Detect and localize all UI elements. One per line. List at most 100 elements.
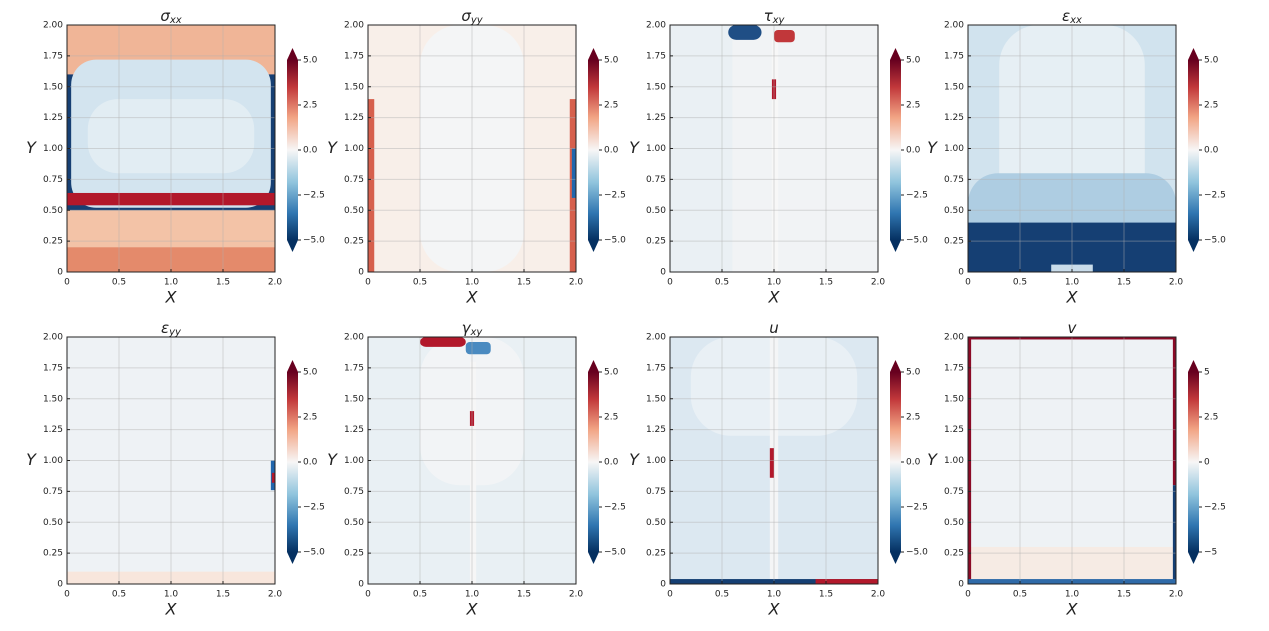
colorbar — [588, 60, 599, 240]
panel-title: σxx — [160, 7, 181, 27]
colorbar-extend — [1188, 240, 1199, 252]
x-tick-label: 0 — [667, 278, 673, 288]
y-tick-label: 0 — [958, 580, 964, 590]
y-tick-label: 1.75 — [344, 51, 364, 61]
colorbar-tick-label: −5.0 — [906, 548, 928, 558]
x-axis-label: X — [768, 600, 781, 619]
y-tick-label: 1.00 — [43, 144, 63, 154]
colorbar-extend — [588, 360, 599, 372]
contour-region — [1051, 264, 1093, 272]
colorbar-tick-label: 2.5 — [906, 413, 920, 423]
x-tick-label: 0 — [965, 590, 971, 600]
title-symbol: u — [769, 319, 779, 337]
colorbar-tick-label: 0.0 — [906, 458, 921, 468]
colorbar-extend — [588, 48, 599, 60]
contour-region — [271, 472, 275, 483]
contour-region — [815, 579, 878, 584]
colorbar-tick-label: −2.5 — [1204, 503, 1226, 513]
y-tick-label: 1.50 — [944, 82, 964, 92]
colorbar-tick-label: −2.5 — [906, 503, 928, 513]
colorbar — [1188, 372, 1199, 552]
y-tick-label: 1.25 — [646, 113, 666, 123]
contour-region — [769, 448, 774, 478]
y-tick-label: 2.00 — [344, 21, 364, 31]
y-tick-label: 0.75 — [43, 487, 63, 497]
y-tick-label: 1.75 — [646, 51, 666, 61]
y-tick-label: 1.00 — [944, 456, 964, 466]
y-axis-label: Y — [629, 450, 640, 469]
contour-region — [67, 337, 275, 584]
y-tick-label: 1.75 — [43, 363, 63, 373]
y-tick-label: 0 — [358, 268, 364, 278]
y-tick-label: 0.50 — [646, 206, 666, 216]
title-symbol: v — [1068, 319, 1078, 337]
plot-frame — [367, 24, 577, 273]
colorbar-tick-label: 0.0 — [1204, 146, 1219, 156]
y-axis-label: Y — [26, 450, 37, 469]
plot-frame — [66, 336, 276, 585]
y-tick-label: 0 — [660, 268, 666, 278]
x-tick-label: 0.5 — [112, 278, 126, 288]
x-tick-label: 1.0 — [465, 278, 480, 288]
colorbar-tick-label: 2.5 — [1204, 101, 1218, 111]
x-tick-label: 1.5 — [1117, 590, 1131, 600]
y-tick-label: 0.50 — [43, 518, 63, 528]
y-tick-label: 1.50 — [344, 394, 364, 404]
colorbar-tick-label: −5.0 — [604, 236, 626, 246]
colorbar — [287, 60, 298, 240]
colorbar-tick-label: 0.0 — [604, 458, 619, 468]
x-axis-label: X — [165, 600, 178, 619]
panel-title: εyy — [161, 319, 182, 339]
colorbar-tick-label: 2.5 — [303, 101, 317, 111]
colorbar-tick-label: 0.0 — [303, 146, 318, 156]
colorbar-tick-label: 5.0 — [906, 56, 921, 66]
x-tick-label: 1.5 — [819, 278, 833, 288]
y-axis-label: Y — [26, 138, 37, 157]
x-tick-label: 0.5 — [413, 278, 427, 288]
y-tick-label: 0.25 — [344, 237, 364, 247]
y-tick-label: 0.50 — [43, 206, 63, 216]
panel-title: εxx — [1062, 7, 1082, 27]
y-tick-label: 0.25 — [43, 549, 63, 559]
x-tick-label: 0 — [365, 278, 371, 288]
title-symbol: σ — [160, 7, 170, 25]
x-tick-label: 2.0 — [871, 278, 886, 288]
y-tick-label: 1.00 — [646, 456, 666, 466]
y-tick-label: 1.25 — [344, 113, 364, 123]
y-tick-label: 1.25 — [43, 113, 63, 123]
contour-region — [67, 571, 275, 584]
x-axis-label: X — [1066, 288, 1079, 307]
y-tick-label: 2.00 — [344, 333, 364, 343]
y-tick-label: 1.25 — [646, 425, 666, 435]
x-tick-label: 0.5 — [715, 590, 729, 600]
y-tick-label: 1.50 — [646, 394, 666, 404]
contour-field — [968, 25, 1176, 272]
colorbar-tick-label: −5 — [1204, 548, 1217, 558]
colorbar-tick-label: −5.0 — [1204, 236, 1226, 246]
panel-title: γxy — [462, 319, 484, 339]
y-tick-label: 1.50 — [944, 394, 964, 404]
y-axis-label: Y — [327, 138, 338, 157]
x-tick-label: 0.5 — [413, 590, 427, 600]
y-tick-label: 0.75 — [646, 175, 666, 185]
y-tick-label: 0 — [57, 268, 63, 278]
x-tick-label: 1.5 — [517, 278, 531, 288]
y-tick-label: 0.50 — [646, 518, 666, 528]
contour-region — [728, 25, 762, 40]
x-tick-label: 2.0 — [569, 590, 584, 600]
contour-region — [368, 99, 375, 272]
colorbar — [890, 60, 901, 240]
colorbar-extend — [588, 240, 599, 252]
colorbar-tick-label: −5.0 — [604, 548, 626, 558]
panel-title: v — [1068, 319, 1078, 337]
colorbar-extend — [1188, 552, 1199, 564]
plot-frame — [967, 336, 1177, 585]
x-tick-label: 1.5 — [819, 590, 833, 600]
colorbar-tick-label: 5.0 — [604, 56, 619, 66]
y-tick-label: 2.00 — [646, 21, 666, 31]
contour-field — [368, 25, 576, 272]
colorbar-tick-label: 5.0 — [604, 368, 619, 378]
colorbar-extend — [287, 360, 298, 372]
x-tick-label: 1.5 — [216, 278, 230, 288]
title-subscript: xx — [169, 15, 182, 26]
